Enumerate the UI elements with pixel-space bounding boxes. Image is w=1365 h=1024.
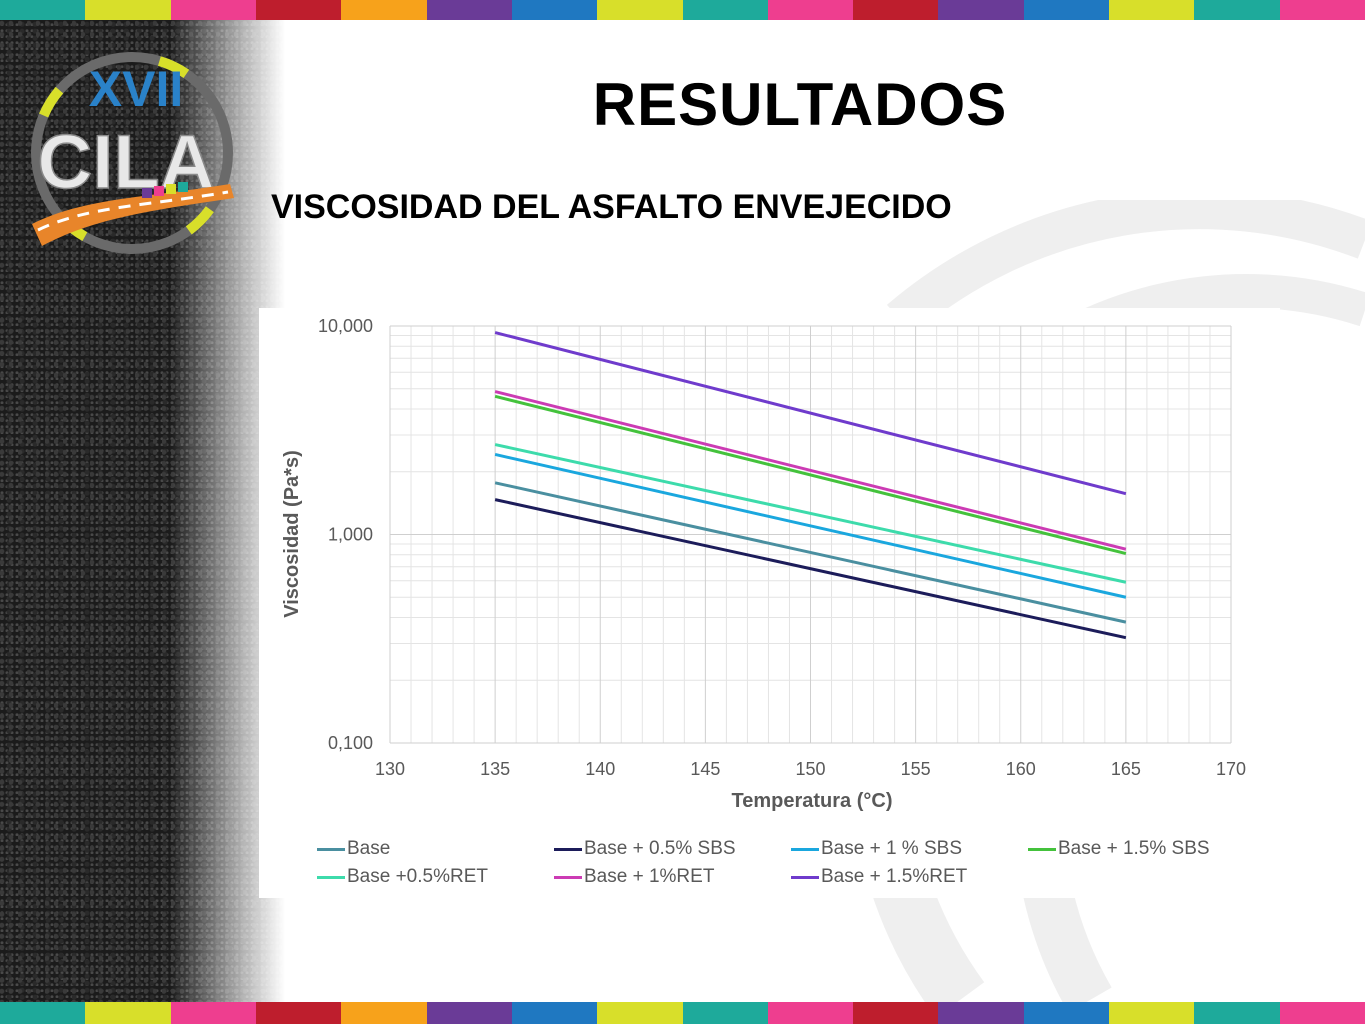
stripe-segment <box>85 1002 171 1024</box>
series-line <box>494 453 1127 599</box>
stripe-segment <box>1279 0 1365 20</box>
page-title: RESULTADOS <box>592 71 1008 138</box>
stripe-segment <box>1023 1002 1110 1024</box>
stripe-segment <box>1023 0 1110 20</box>
y-tick-label: 10,000 <box>318 316 373 336</box>
stripe-segment <box>255 0 342 20</box>
logo-numeral: XVII <box>89 61 183 117</box>
stripe-segment <box>1109 0 1195 20</box>
x-tick-label: 145 <box>690 759 720 779</box>
legend-label: Base + 1.5% SBS <box>1058 838 1210 859</box>
legend-entry: Base + 0.5% SBS <box>554 838 791 860</box>
legend-entry: Base + 1 % SBS <box>791 838 1028 860</box>
chart-subtitle: VISCOSIDAD DEL ASFALTO ENVEJECIDO <box>271 188 952 226</box>
legend-swatch <box>317 847 345 851</box>
legend-label: Base + 1.5%RET <box>821 866 968 887</box>
legend-swatch <box>554 847 582 851</box>
stripe-segment <box>1194 0 1280 20</box>
stripe-segment <box>597 1002 683 1024</box>
cila-logo: XVII CILA <box>31 52 234 254</box>
legend-swatch <box>554 875 582 879</box>
stripe-segment <box>853 1002 939 1024</box>
legend-label: Base <box>347 838 391 859</box>
stripe-segment <box>426 0 512 20</box>
top-color-stripe <box>0 0 1365 20</box>
stripe-segment <box>767 1002 854 1024</box>
x-axis-label: Temperatura (°C) <box>732 790 893 812</box>
y-tick-label: 0,100 <box>328 733 373 753</box>
x-tick-label: 150 <box>795 759 825 779</box>
stripe-segment <box>853 0 939 20</box>
stripe-segment <box>0 1002 86 1024</box>
legend-label: Base + 0.5% SBS <box>584 838 736 859</box>
chart-plot: 130 135 140 145 150 155 160 165 170 0,100 1,000 10… <box>281 316 1246 812</box>
y-tick-label: 1,000 <box>328 525 373 545</box>
stripe-segment <box>1194 1002 1280 1024</box>
stripe-segment <box>0 0 86 20</box>
stripe-segment <box>1109 1002 1195 1024</box>
stripe-segment <box>255 1002 342 1024</box>
series-line <box>494 481 1127 624</box>
stripe-segment <box>341 0 427 20</box>
stripe-segment <box>426 1002 512 1024</box>
stripe-segment <box>767 0 854 20</box>
x-tick-label: 140 <box>585 759 615 779</box>
stripe-segment <box>341 1002 427 1024</box>
legend-swatch <box>1028 847 1056 851</box>
legend-entry: Base + 1.5% SBS <box>1028 838 1265 860</box>
y-axis-label: Viscosidad (Pa*s) <box>281 450 303 617</box>
chart-legend: Base Base + 0.5% SBS Base + 1 % SBS Base + … <box>317 838 1277 888</box>
x-tick-label: 135 <box>480 759 510 779</box>
x-tick-label: 155 <box>901 759 931 779</box>
legend-entry: Base + 1.5%RET <box>791 866 1028 888</box>
stripe-segment <box>170 1002 256 1024</box>
x-tick-label: 170 <box>1216 759 1246 779</box>
stripe-segment <box>511 0 598 20</box>
logo-name: CILA <box>37 120 214 205</box>
legend-label: Base + 1 % SBS <box>821 838 962 859</box>
bottom-color-stripe <box>0 1002 1365 1024</box>
series-line <box>494 331 1127 496</box>
stripe-segment <box>682 1002 768 1024</box>
stripe-segment <box>1279 1002 1365 1024</box>
x-tick-label: 160 <box>1006 759 1036 779</box>
legend-swatch <box>791 875 819 879</box>
legend-label: Base + 1%RET <box>584 866 715 887</box>
stripe-segment <box>938 0 1024 20</box>
viscosity-chart: 130 135 140 145 150 155 160 165 170 0,100 1,000 10… <box>259 308 1280 898</box>
legend-label: Base +0.5%RET <box>347 866 488 887</box>
legend-swatch <box>317 875 345 879</box>
x-tick-label: 130 <box>375 759 405 779</box>
stripe-segment <box>85 0 171 20</box>
series-line <box>494 394 1127 556</box>
stripe-segment <box>511 1002 598 1024</box>
stripe-segment <box>682 0 768 20</box>
legend-entry: Base + 1%RET <box>554 866 791 888</box>
series-line <box>494 443 1127 584</box>
stripe-segment <box>938 1002 1024 1024</box>
stripe-segment <box>597 0 683 20</box>
legend-entry: Base +0.5%RET <box>317 866 554 888</box>
legend-entry: Base <box>317 838 554 860</box>
legend-swatch <box>791 847 819 851</box>
series-line <box>494 498 1127 640</box>
series-line <box>494 390 1127 551</box>
stripe-segment <box>170 0 256 20</box>
asphalt-background <box>0 20 285 1002</box>
x-tick-label: 165 <box>1111 759 1141 779</box>
